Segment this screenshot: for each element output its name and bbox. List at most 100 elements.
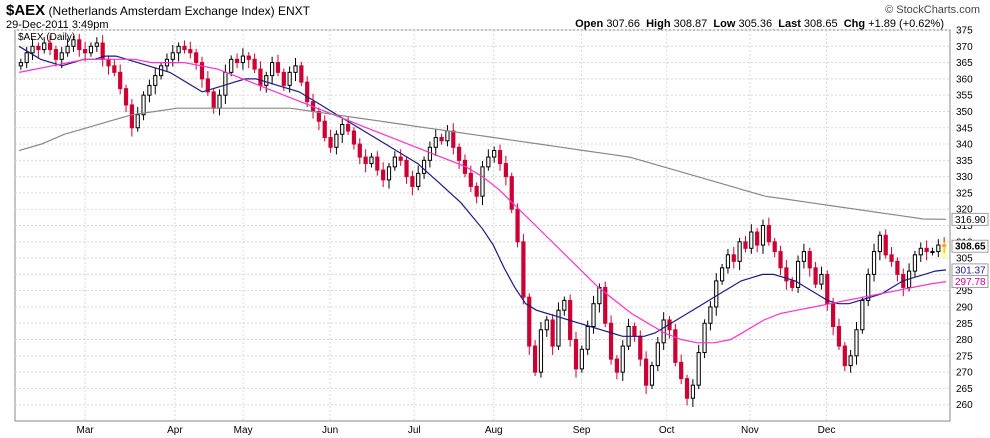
y-tick-label: 330 (956, 172, 973, 183)
y-tick-label: 355 (956, 91, 973, 102)
candle-body (877, 234, 882, 253)
y-tick-label: 270 (956, 368, 973, 379)
candle-body (790, 280, 795, 288)
candle-body (94, 42, 99, 47)
candle-body (848, 355, 853, 367)
candle-body (492, 150, 497, 158)
candle-body (205, 78, 210, 93)
y-tick-label: 375 (956, 26, 973, 37)
brand-credit: © StockCharts.com (885, 4, 980, 16)
candle-body (246, 55, 251, 60)
candle-body (538, 329, 544, 373)
candle-body (819, 273, 824, 285)
y-tick-label: 350 (956, 107, 973, 118)
sma20-tag: 297.78 (955, 277, 986, 288)
y-tick-label: 285 (956, 319, 973, 330)
candle-body (854, 329, 859, 357)
candle-body (351, 130, 357, 145)
candle-body (766, 225, 771, 243)
candle-body (731, 254, 736, 262)
candle-body (357, 143, 362, 158)
y-tick-label: 265 (956, 384, 973, 395)
candle-body (270, 62, 275, 77)
candle-body (65, 45, 70, 54)
candle-body (451, 130, 456, 148)
x-tick-label-apr: Apr (167, 425, 183, 436)
candle-body (322, 120, 327, 139)
candle-body (258, 68, 263, 86)
candle-body (497, 150, 503, 165)
sma200-tag-box (951, 212, 989, 226)
candle-body (176, 45, 181, 54)
candle-body (918, 247, 923, 256)
y-tick-label: 335 (956, 156, 973, 167)
candle-body (860, 299, 865, 331)
candle-body (182, 45, 187, 51)
candle-body (240, 55, 246, 64)
candle-body (398, 156, 403, 161)
candle-body (71, 39, 76, 47)
x-tick-label-sep: Sep (573, 425, 591, 436)
candle-body (416, 172, 421, 187)
candle-body (638, 335, 643, 360)
candle-body (608, 322, 614, 360)
candle-body (53, 49, 59, 60)
last-label: Last (778, 18, 801, 30)
sma50-line (18, 45, 947, 337)
candle-body (585, 326, 590, 350)
x-tick-label-aug: Aug (485, 425, 503, 436)
candle-body (445, 130, 450, 142)
y-tick-label: 295 (956, 286, 973, 297)
candle-body (807, 251, 812, 269)
ticker-name: (Netherlands Amsterdam Exchange Index) (48, 4, 275, 18)
candle-body (334, 133, 339, 148)
plot-area (14, 29, 951, 422)
candle-body (36, 45, 41, 51)
candle-body (47, 42, 53, 51)
candle-body (772, 241, 777, 253)
last-value: 308.65 (803, 18, 838, 30)
y-tick-label: 260 (956, 400, 973, 411)
candle-body (211, 91, 216, 109)
chart-inner-title: $AEX (Daily) (18, 32, 75, 43)
exchange-name: ENXT (278, 4, 311, 18)
candle-body (871, 251, 877, 275)
candle-body (509, 176, 514, 210)
candle-body (591, 303, 596, 328)
candle-body (106, 58, 111, 67)
high-value: 308.87 (673, 18, 708, 30)
candle-body (644, 358, 649, 386)
candle-body (684, 378, 690, 399)
open-label: Open (575, 18, 604, 30)
candle-body (719, 267, 725, 282)
candle-body (760, 225, 766, 246)
candle-body (345, 123, 351, 132)
candle-body (135, 114, 140, 129)
y-tick-label: 360 (956, 74, 973, 85)
candle-body (421, 159, 427, 174)
candle-body (129, 104, 134, 129)
x-tick-label-nov: Nov (741, 425, 759, 436)
candle-body (749, 231, 754, 249)
candle-body (299, 65, 304, 83)
candle-body (457, 146, 462, 161)
candle-body (696, 352, 701, 386)
candle-body (521, 241, 526, 298)
y-tick-label: 280 (956, 335, 973, 346)
candle-body (188, 49, 193, 54)
x-tick-label-oct: Oct (659, 425, 675, 436)
y-tick-label: 315 (956, 221, 973, 232)
candle-body (895, 260, 900, 275)
candle-body (801, 251, 807, 262)
candle-body (836, 326, 842, 347)
candle-body (229, 58, 234, 73)
candle-body (924, 247, 929, 253)
candle-body (153, 75, 158, 86)
candle-body (673, 329, 678, 363)
candle-body (234, 58, 240, 64)
candle-body (316, 110, 321, 122)
candle-body (118, 71, 123, 90)
y-tick-label: 345 (956, 123, 973, 134)
candle-body (77, 39, 82, 51)
candle-body (778, 251, 783, 269)
